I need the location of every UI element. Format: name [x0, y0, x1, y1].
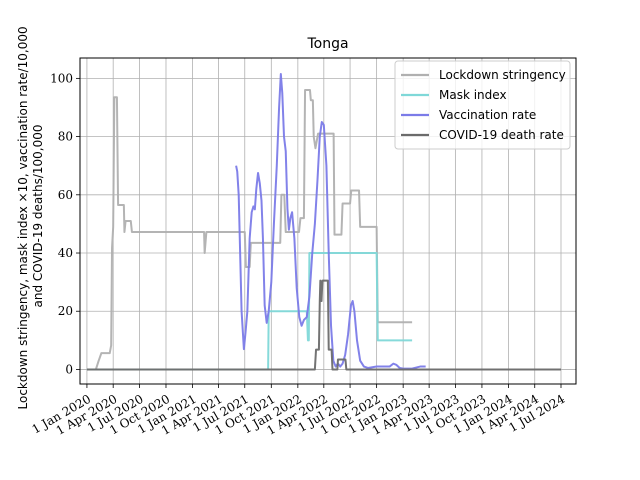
legend-box: [394, 60, 571, 150]
legend-label-vaccination-rate: Vaccination rate: [439, 108, 536, 122]
legend-label-mask-index: Mask index: [439, 88, 507, 102]
series-line-mask-index: [86, 252, 413, 371]
y-axis-label-line-2: and COVID-19 deaths/100,000: [31, 125, 45, 308]
y-axis-label: Lockdown stringency, mask index ×10, vac…: [16, 23, 45, 410]
y-tick-label: 20: [58, 304, 73, 318]
series-line-vaccination-rate: [235, 73, 426, 370]
y-tick-label: 80: [58, 130, 73, 144]
legend: Lockdown stringency Mask index Vaccinati…: [394, 60, 571, 150]
legend-entry-lockdown-stringency: Lockdown stringency: [401, 68, 566, 82]
legend-entry-mask-index: Mask index: [401, 88, 507, 102]
series-line-covid-19-death-rate: [86, 279, 561, 371]
legend-label-covid-19-death-rate: COVID-19 death rate: [439, 128, 564, 142]
plot-frame: [79, 57, 577, 385]
legend-label-lockdown-stringency: Lockdown stringency: [439, 68, 566, 82]
legend-entry-vaccination-rate: Vaccination rate: [401, 108, 536, 122]
y-axis-label-line-1: Lockdown stringency, mask index ×10, vac…: [16, 26, 30, 409]
y-axis-ticks: 0 20 40 60 80 100: [50, 71, 80, 376]
series-line-lockdown-stringency: [86, 89, 413, 371]
y-tick-label: 40: [58, 246, 73, 260]
y-tick-label: 100: [50, 71, 73, 85]
y-tick-label: 0: [65, 362, 73, 376]
legend-entry-covid-19-death-rate: COVID-19 death rate: [401, 128, 564, 142]
series-lines: [86, 73, 561, 371]
y-tick-label: 60: [58, 188, 73, 202]
chart-title: Tonga: [306, 36, 348, 52]
